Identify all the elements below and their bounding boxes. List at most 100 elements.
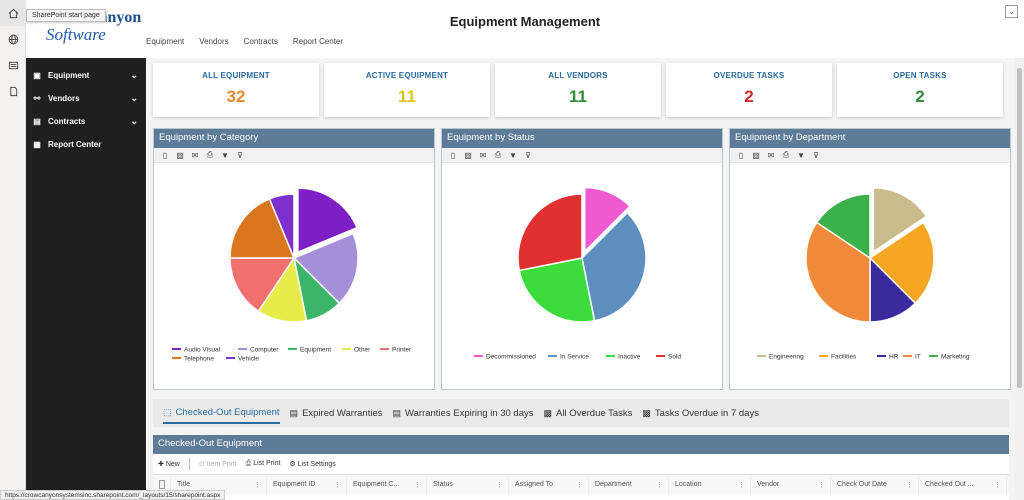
document-icon[interactable]	[0, 78, 26, 104]
list-settings-button[interactable]: ⚙ List Settings	[289, 460, 335, 468]
kpi-card-all-vendors[interactable]: ALL VENDORS 11	[495, 63, 661, 117]
filter-icon[interactable]: ▼	[509, 150, 517, 160]
filter-icon[interactable]: ▼	[797, 150, 805, 160]
kpi-card-open-tasks[interactable]: OPEN TASKS 2	[837, 63, 1003, 117]
legend-label[interactable]: Equipment	[300, 347, 331, 354]
legend-label[interactable]: Engineering	[769, 354, 804, 361]
new-button[interactable]: ✚ New	[158, 460, 180, 468]
column-menu-icon[interactable]: ⋮	[496, 481, 503, 489]
item-print-button[interactable]: ⊙ Item Print	[199, 460, 237, 468]
sidebar-item-contracts[interactable]: ▤ Contracts ⌄	[26, 110, 146, 133]
legend-label[interactable]: IT	[915, 354, 921, 361]
news-icon[interactable]	[0, 52, 26, 78]
clear-filter-icon[interactable]: ⊽	[813, 150, 819, 160]
chevron-down-icon[interactable]: ⌄	[130, 70, 138, 80]
pdf-icon[interactable]: ▯	[162, 150, 168, 160]
tab-all-overdue-tasks[interactable]: ▩ All Overdue Tasks	[544, 399, 633, 427]
clear-filter-icon[interactable]: ⊽	[525, 150, 531, 160]
print-icon[interactable]: ⎙	[206, 150, 214, 159]
tab-tasks-overdue-7-days[interactable]: ▩ Tasks Overdue in 7 days	[642, 399, 759, 427]
legend-label[interactable]: Marketing	[941, 354, 970, 361]
pdf-icon[interactable]: ▯	[738, 150, 744, 160]
pie-chart-department[interactable]: Engineering Facilities HR IT Marketing	[730, 163, 1010, 388]
legend-label[interactable]: Other	[354, 347, 371, 354]
sidebar-item-vendors[interactable]: ⚯ Vendors ⌄	[26, 87, 146, 110]
email-icon[interactable]: ✉	[479, 150, 487, 160]
chevron-down-icon[interactable]: ⌄	[130, 93, 138, 103]
legend-label[interactable]: Computer	[250, 347, 279, 354]
column-assigned-to[interactable]: Assigned To ⋮	[509, 474, 589, 495]
select-all-checkbox[interactable]	[153, 474, 171, 495]
topnav-equipment[interactable]: Equipment	[146, 37, 185, 46]
column-menu-icon[interactable]: ⋮	[414, 481, 421, 489]
clear-filter-icon[interactable]: ⊽	[237, 150, 243, 160]
column-checked-out-by[interactable]: Checked Out ... ⋮	[919, 474, 1007, 495]
pie-slice-engineering[interactable]	[872, 187, 928, 254]
column-status[interactable]: Status ⋮	[427, 474, 509, 495]
kpi-card-all-equipment[interactable]: ALL EQUIPMENT 32	[153, 63, 319, 117]
column-menu-icon[interactable]: ⋮	[254, 481, 261, 489]
pie-slice-decommissioned[interactable]	[583, 186, 631, 254]
image-icon[interactable]: ▨	[176, 150, 184, 160]
column-location[interactable]: Location ⋮	[669, 474, 751, 495]
pie-slice-sold[interactable]	[517, 193, 583, 272]
column-title[interactable]: Title ⋮	[171, 474, 267, 495]
column-menu-icon[interactable]: ⋮	[738, 481, 745, 489]
kpi-card-active-equipment[interactable]: ACTIVE EQUIPMENT 11	[324, 63, 490, 117]
pie-slice-in-service[interactable]	[581, 211, 647, 322]
print-icon[interactable]: ⎙	[494, 150, 502, 159]
image-icon[interactable]: ▨	[752, 150, 760, 160]
home-icon[interactable]	[0, 0, 26, 26]
pie-chart-status[interactable]: Decommissioned In Service Inactive Sold	[442, 163, 722, 388]
column-vendor[interactable]: Vendor ⋮	[751, 474, 831, 495]
globe-icon[interactable]	[0, 26, 26, 52]
pie-slice-printer[interactable]	[229, 257, 296, 313]
legend-label[interactable]: In Service	[560, 354, 589, 361]
pie-slice-computer[interactable]	[292, 232, 359, 305]
column-menu-icon[interactable]: ⋮	[818, 481, 825, 489]
legend-label[interactable]: Printer	[392, 347, 412, 354]
legend-label[interactable]: Audio Visual	[184, 347, 221, 354]
collapse-header-button[interactable]: ⌄	[1005, 5, 1018, 18]
legend-label[interactable]: Telephone	[184, 356, 214, 363]
tab-checked-out-equipment[interactable]: ⬚ Checked-Out Equipment	[163, 402, 280, 424]
tab-expired-warranties[interactable]: ▤ Expired Warranties	[290, 399, 383, 427]
column-check-out-date[interactable]: Check Out Date ⋮	[831, 474, 919, 495]
topnav-contracts[interactable]: Contracts	[243, 37, 278, 46]
column-menu-icon[interactable]: ⋮	[334, 481, 341, 489]
kpi-card-overdue-tasks[interactable]: OVERDUE TASKS 2	[666, 63, 832, 117]
list-print-button[interactable]: ⎙ List Print	[246, 460, 281, 468]
column-menu-icon[interactable]: ⋮	[906, 481, 913, 489]
scrollbar-thumb[interactable]	[1017, 68, 1022, 388]
column-menu-icon[interactable]: ⋮	[656, 481, 663, 489]
topnav-vendors[interactable]: Vendors	[199, 37, 229, 46]
column-menu-icon[interactable]: ⋮	[994, 481, 1001, 489]
pie-slice-audio-visual[interactable]	[297, 187, 358, 254]
legend-label[interactable]: Decommissioned	[486, 354, 536, 361]
topnav-report-center[interactable]: Report Center	[292, 37, 344, 46]
pie-slice-inactive[interactable]	[518, 257, 596, 323]
pie-slice-vehicle[interactable]	[268, 193, 295, 259]
email-icon[interactable]: ✉	[191, 150, 199, 160]
column-department[interactable]: Department ⋮	[589, 474, 669, 495]
page-scrollbar[interactable]	[1015, 58, 1024, 500]
print-icon[interactable]: ⎙	[782, 150, 790, 159]
column-equipment-id[interactable]: Equipment ID ⋮	[267, 474, 347, 495]
legend-label[interactable]: Inactive	[618, 354, 641, 361]
filter-icon[interactable]: ▼	[221, 150, 229, 160]
column-menu-icon[interactable]: ⋮	[576, 481, 583, 489]
pie-slice-facilities[interactable]	[868, 221, 935, 305]
pie-slice-marketing[interactable]	[815, 193, 871, 260]
legend-label[interactable]: Sold	[668, 354, 681, 361]
column-equipment-category[interactable]: Equipment C... ⋮	[347, 474, 427, 495]
image-icon[interactable]: ▨	[464, 150, 472, 160]
legend-label[interactable]: Vehicle	[238, 356, 259, 363]
legend-label[interactable]: HR	[889, 354, 899, 361]
sidebar-item-report-center[interactable]: ▦ Report Center	[26, 133, 146, 156]
email-icon[interactable]: ✉	[767, 150, 775, 160]
chevron-down-icon[interactable]: ⌄	[130, 116, 138, 126]
legend-label[interactable]: Facilities	[831, 354, 857, 361]
pdf-icon[interactable]: ▯	[450, 150, 456, 160]
pie-chart-category[interactable]: Audio Visual Computer Equipment Other Printe…	[154, 163, 434, 388]
tab-warranties-expiring[interactable]: ▤ Warranties Expiring in 30 days	[393, 399, 534, 427]
